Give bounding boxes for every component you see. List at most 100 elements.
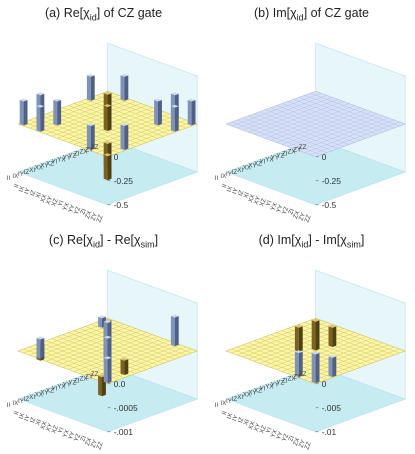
bar bbox=[120, 74, 129, 101]
grid-line bbox=[287, 101, 378, 135]
col-category-label: ZI bbox=[287, 434, 296, 442]
col-category-label: YI bbox=[265, 199, 274, 207]
row-category-label: II bbox=[215, 175, 219, 182]
row-category-label: ZX bbox=[80, 148, 88, 155]
panel-title: (a) Re[χid] of CZ gate bbox=[44, 6, 163, 23]
row-category-label: ZI bbox=[282, 377, 288, 384]
col-category-label: XI bbox=[34, 191, 43, 199]
bar bbox=[294, 350, 303, 377]
col-category-label: IX bbox=[18, 185, 27, 193]
row-category-label: YY bbox=[271, 155, 279, 162]
grid-line bbox=[309, 121, 400, 155]
col-category-label: ZY bbox=[90, 212, 99, 222]
bar bbox=[311, 318, 320, 351]
bar3d-chart: 0.50.250-0.25-0.5IIIIIXIXIYIYIZIZXIXIXXX… bbox=[7, 42, 199, 224]
grid-line bbox=[101, 348, 192, 382]
grid-line bbox=[270, 107, 361, 141]
row-category-label: IZ bbox=[232, 169, 238, 176]
row-category-label: IY bbox=[18, 398, 24, 405]
grid-line bbox=[287, 113, 378, 147]
col-category-label: ZI bbox=[287, 207, 296, 215]
row-category-label: XY bbox=[248, 390, 256, 397]
bar bbox=[170, 104, 179, 132]
row-category-label: YZ bbox=[68, 152, 76, 159]
col-category-label: XY bbox=[253, 422, 263, 432]
bar bbox=[103, 356, 112, 384]
panel-title: (c) Re[χid] - Re[χsim] bbox=[48, 233, 159, 250]
col-category-label: ZX bbox=[84, 210, 93, 220]
row-category-label: IX bbox=[12, 400, 18, 407]
bar bbox=[36, 336, 45, 359]
row-category-label: IY bbox=[18, 171, 24, 178]
row-category-label: XY bbox=[40, 390, 48, 397]
row-category-label: YX bbox=[265, 384, 273, 391]
col-category-label: IZ bbox=[29, 189, 38, 197]
row-category-label: IX bbox=[220, 173, 226, 180]
col-category-label: XX bbox=[247, 420, 257, 430]
grid-line bbox=[309, 320, 400, 354]
row-category-label: ZZ bbox=[91, 144, 99, 151]
grid-line bbox=[298, 117, 389, 151]
grid-line bbox=[281, 111, 372, 145]
y-tick-label: -0.5 bbox=[114, 200, 129, 210]
row-category-label: YX bbox=[57, 384, 65, 391]
col-category-label: ZX bbox=[292, 437, 301, 447]
row-category-label: XX bbox=[35, 165, 43, 172]
grid-line bbox=[85, 326, 175, 360]
row-category-label: XY bbox=[248, 163, 256, 170]
col-category-label: XI bbox=[242, 418, 251, 426]
row-category-label: XZ bbox=[46, 161, 54, 168]
grid-line bbox=[293, 326, 383, 360]
row-category-label: YY bbox=[63, 155, 71, 162]
col-category-label: XY bbox=[253, 195, 263, 205]
bar bbox=[120, 357, 129, 375]
grid-line bbox=[68, 109, 159, 143]
row-category-label: ZI bbox=[74, 150, 80, 157]
row-category-label: IX bbox=[220, 400, 226, 407]
col-category-label: YX bbox=[269, 202, 279, 212]
row-category-label: ZZ bbox=[299, 144, 307, 151]
col-category-label: II bbox=[13, 410, 21, 416]
panel-title: (b) Im[χid] of CZ gate bbox=[253, 6, 369, 23]
bar3d-chart: 0.50.250-0.25-0.5IIIIIXIXIYIYIZIZXIXIXXX… bbox=[215, 42, 407, 224]
row-category-label: XZ bbox=[254, 388, 262, 395]
col-category-label: XX bbox=[247, 193, 257, 203]
col-category-label: ZZ bbox=[95, 214, 104, 224]
row-category-label: YZ bbox=[68, 379, 76, 386]
col-category-label: YZ bbox=[73, 433, 83, 443]
row-category-label: XI bbox=[29, 394, 35, 401]
bar bbox=[103, 335, 112, 363]
bottom-plane bbox=[225, 138, 407, 206]
row-category-label: II bbox=[215, 402, 219, 409]
col-category-label: ZY bbox=[90, 439, 99, 449]
row-category-label: ZI bbox=[74, 377, 80, 384]
row-category-label: ZZ bbox=[299, 371, 307, 378]
bar bbox=[311, 351, 320, 384]
col-category-label: IY bbox=[23, 414, 32, 422]
grid-line bbox=[276, 105, 367, 139]
col-category-label: YY bbox=[67, 431, 77, 441]
row-category-label: ZZ bbox=[91, 371, 99, 378]
row-category-label: IZ bbox=[24, 169, 30, 176]
bar3d-chart: .01.0050-.005-.01IIIIIXIXIYIYIZIZXIXIXXX… bbox=[215, 269, 407, 451]
bar bbox=[19, 98, 28, 126]
grid-line bbox=[79, 101, 170, 135]
grid-line bbox=[304, 119, 395, 153]
y-tick-label: 0 bbox=[114, 152, 119, 162]
row-category-label: ZY bbox=[293, 373, 301, 380]
panel-d: (d) Im[χid] - Im[χsim] .01.0050-.005-.01… bbox=[208, 227, 415, 454]
col-category-label: ZX bbox=[292, 210, 301, 220]
bar bbox=[154, 98, 162, 126]
row-category-label: XX bbox=[243, 165, 251, 172]
col-category-label: ZY bbox=[298, 439, 307, 449]
row-category-label: ZY bbox=[293, 146, 301, 153]
col-category-label: XX bbox=[39, 193, 49, 203]
row-category-label: XI bbox=[29, 167, 35, 174]
row-category-label: XX bbox=[35, 392, 43, 399]
row-category-label: II bbox=[7, 175, 11, 182]
y-tick-label: -.0005 bbox=[114, 403, 138, 413]
col-category-label: IY bbox=[23, 187, 32, 195]
row-category-label: YZ bbox=[276, 152, 284, 159]
bar bbox=[53, 98, 62, 126]
row-category-label: YZ bbox=[276, 379, 284, 386]
